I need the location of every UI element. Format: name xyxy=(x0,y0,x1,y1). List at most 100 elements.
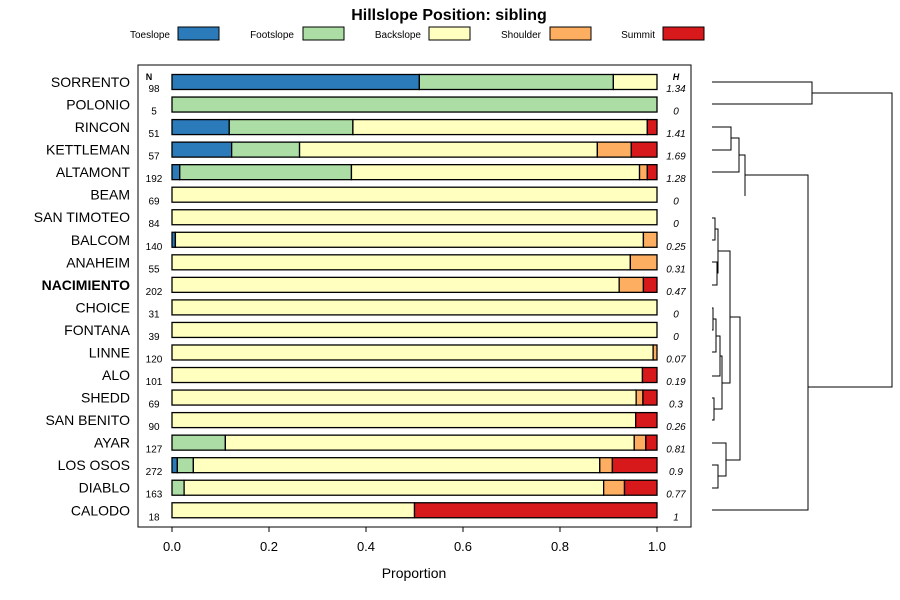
row-label: AYAR xyxy=(94,435,130,451)
bar-segment xyxy=(183,479,605,496)
bar-segment xyxy=(418,73,615,91)
bar-segment xyxy=(611,457,658,474)
h-value: 0.9 xyxy=(669,467,683,478)
dendrogram-branch xyxy=(739,154,746,196)
bar-segment xyxy=(618,276,645,294)
bar-segment xyxy=(171,299,658,316)
bar-segment xyxy=(171,141,233,158)
row-label: SORRENTO xyxy=(51,74,130,90)
x-tick-label: 1.0 xyxy=(648,539,666,554)
h-value: 0.81 xyxy=(666,445,685,456)
x-tick-label: 0.6 xyxy=(454,539,472,554)
n-value: 51 xyxy=(148,129,160,140)
bar-row: AYAR 127 0.81 xyxy=(94,434,686,456)
bar-row: ALO 101 0.19 xyxy=(102,366,686,388)
bar-segment xyxy=(599,457,614,474)
bar-segment xyxy=(171,73,421,91)
dendrogram-branch xyxy=(712,307,714,331)
dendrogram-branch xyxy=(712,442,727,477)
bar-row: DIABLO 163 0.77 xyxy=(79,479,686,501)
legend-swatch xyxy=(177,26,220,41)
legend-swatch xyxy=(662,26,705,41)
bar-segment xyxy=(350,164,641,181)
bar-segment xyxy=(642,231,658,248)
bar-segment xyxy=(629,254,658,271)
dendrogram-branch xyxy=(714,355,723,410)
bar-segment xyxy=(171,389,637,406)
row-label: LINNE xyxy=(89,344,130,360)
dendrogram-branch xyxy=(726,316,741,461)
n-value: 163 xyxy=(146,490,163,501)
bar-segment xyxy=(298,141,598,158)
h-value: 1 xyxy=(673,512,679,523)
bar-segment xyxy=(641,366,658,384)
bar-row: POLONIO 5 0 xyxy=(66,96,679,118)
dendrogram-branch xyxy=(712,174,809,511)
bar-row: SORRENTO 98 1.34 xyxy=(51,73,686,95)
bar-segment xyxy=(630,141,658,158)
dendrogram-branch xyxy=(712,126,732,151)
row-label: ALTAMONT xyxy=(56,164,131,180)
legend-label: Shoulder xyxy=(501,30,542,41)
bar-segment xyxy=(645,434,658,451)
n-value: 140 xyxy=(146,242,163,253)
bar-row: LOS OSOS 272 0.9 xyxy=(58,457,683,478)
bar-segment xyxy=(171,254,631,271)
bar-segment xyxy=(638,164,648,181)
bar-segment xyxy=(224,434,635,451)
bar-segment xyxy=(171,321,658,339)
row-label: CALODO xyxy=(71,502,130,518)
bar-segment xyxy=(646,118,658,136)
bar-segment xyxy=(642,276,658,294)
bar-segment xyxy=(413,502,658,519)
dendrogram xyxy=(712,81,893,511)
h-value: 0.31 xyxy=(666,264,685,275)
legend-label: Footslope xyxy=(250,30,294,41)
bar-segment xyxy=(612,73,658,91)
bar-segment xyxy=(174,231,645,248)
h-value: 0 xyxy=(673,197,679,208)
h-value: 0.25 xyxy=(666,242,686,253)
h-value: 0.19 xyxy=(666,377,686,388)
x-axis: 0.0 0.2 0.4 0.6 0.8 1.0 xyxy=(163,527,666,554)
h-value: 0.26 xyxy=(666,422,686,433)
bar-segment xyxy=(171,186,658,203)
bar-segment xyxy=(171,118,230,136)
bar-row: BEAM 69 0 xyxy=(90,186,679,208)
n-value: 98 xyxy=(148,84,160,95)
h-value: 0.07 xyxy=(666,354,686,365)
bar-segment xyxy=(171,366,644,384)
bar-segment xyxy=(171,434,226,451)
n-value: 5 xyxy=(151,107,157,118)
bar-segment xyxy=(171,344,654,361)
bar-segment xyxy=(633,434,647,451)
n-value: 202 xyxy=(146,287,163,298)
legend-label: Backslope xyxy=(375,30,422,41)
dendrogram-branch xyxy=(808,92,893,388)
bar-row: CALODO 18 1 xyxy=(71,502,679,523)
h-value: 1.34 xyxy=(666,84,686,95)
bar-segment xyxy=(352,118,648,136)
row-label: KETTLEMAN xyxy=(46,142,130,158)
legend-swatch xyxy=(428,26,471,41)
bar-segment xyxy=(596,141,632,158)
x-tick-label: 0.4 xyxy=(357,539,375,554)
h-value: 0.77 xyxy=(666,490,686,501)
bar-segment xyxy=(176,457,194,474)
h-value: 0.3 xyxy=(669,400,683,411)
n-value: 84 xyxy=(148,219,160,230)
row-label: POLONIO xyxy=(66,97,130,113)
row-label: BEAM xyxy=(90,187,130,203)
dendrogram-branch xyxy=(712,261,718,286)
bar-segment xyxy=(231,141,301,158)
dendrogram-branch xyxy=(712,137,740,173)
row-label: FONTANA xyxy=(64,322,131,338)
legend: Toeslope Footslope Backslope Shoulder Summit xyxy=(130,26,705,41)
row-label: ALO xyxy=(102,367,130,383)
row-label: ANAHEIM xyxy=(66,254,130,270)
bar-segment xyxy=(652,344,658,361)
bar-row: SHEDD 69 0.3 xyxy=(81,389,683,411)
bar-row: CHOICE 31 0 xyxy=(76,299,679,320)
h-value: 1.69 xyxy=(666,152,686,163)
